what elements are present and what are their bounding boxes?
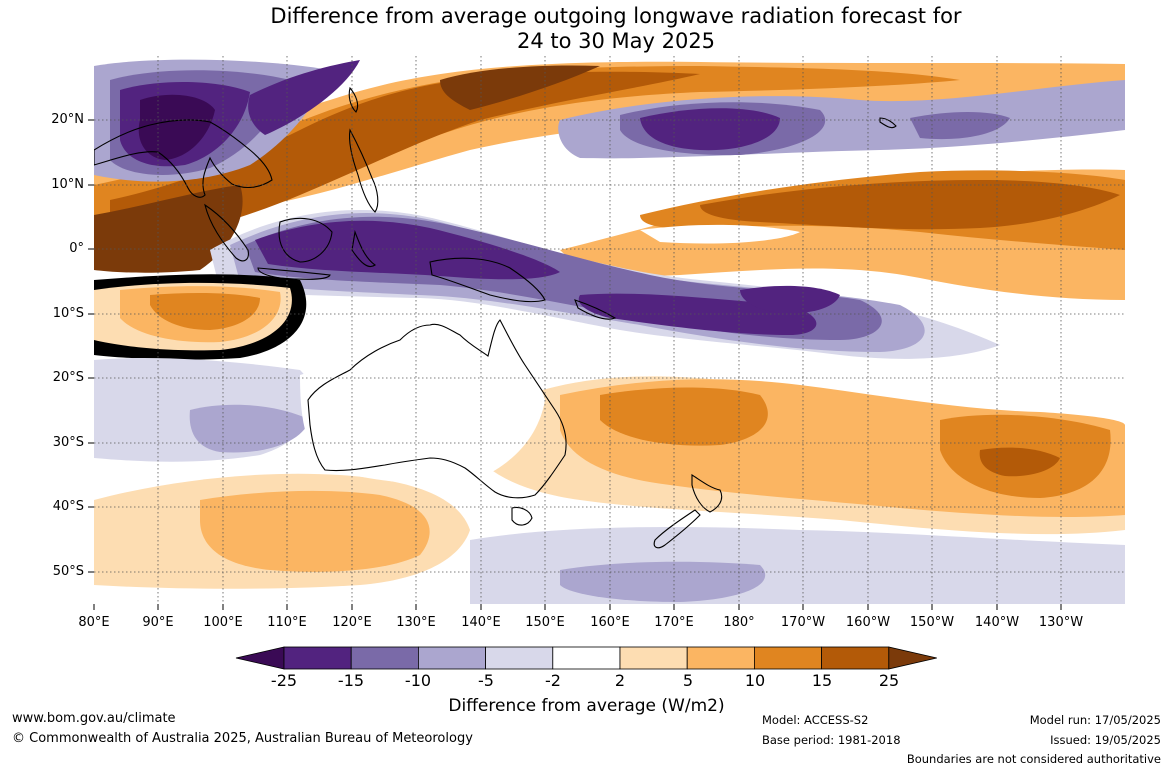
lon-label-170e: 170°E xyxy=(654,615,694,630)
lat-label-equator: 0° xyxy=(69,241,84,256)
colorbar-label: Difference from average (W/m2) xyxy=(448,696,725,716)
model-text: Model: ACCESS-S2 xyxy=(762,713,869,727)
lat-label-30s: 30°S xyxy=(52,435,84,450)
map-title: Difference from average outgoing longwav… xyxy=(0,4,1173,54)
colorbar-swatch xyxy=(754,646,823,670)
base-period-text: Base period: 1981-2018 xyxy=(762,733,901,747)
anomaly-patch-indian-strong xyxy=(150,293,260,330)
colorbar-swatch xyxy=(552,646,621,670)
anomaly-patch-white-east xyxy=(640,224,800,244)
lon-label-150w: 150°W xyxy=(909,615,955,630)
colorbar-swatch xyxy=(821,646,890,670)
colorbar-tick-label: 15 xyxy=(811,671,833,690)
colorbar-extend-high xyxy=(888,646,937,670)
website-link[interactable]: www.bom.gov.au/climate xyxy=(12,711,176,726)
axis-ticks xyxy=(88,119,1062,610)
lat-label-40s: 40°S xyxy=(52,499,84,514)
lon-label-120e: 120°E xyxy=(332,615,372,630)
coast-hawaii xyxy=(879,117,897,129)
coast-java xyxy=(257,267,331,280)
coast-philippines xyxy=(348,128,379,213)
anomaly-patch-south-indian-light xyxy=(200,490,430,572)
lat-label-20s: 20°S xyxy=(52,370,84,385)
colorbar-extend-low xyxy=(235,646,285,670)
lon-label-170w: 170°W xyxy=(780,615,826,630)
colorbar-tick-label: -5 xyxy=(478,671,494,690)
anomaly-field xyxy=(94,56,1125,604)
lon-label-100e: 100°E xyxy=(203,615,243,630)
colorbar-swatch xyxy=(485,646,554,670)
lat-label-20n: 20°N xyxy=(51,112,84,127)
colorbar-tick-label: 25 xyxy=(878,671,900,690)
colorbar-swatch xyxy=(619,646,688,670)
anomaly-band-north-peak xyxy=(440,65,600,110)
coast-sulawesi xyxy=(351,229,376,268)
lon-label-130w: 130°W xyxy=(1038,615,1084,630)
lat-label-50s: 50°S xyxy=(52,564,84,579)
colorbar xyxy=(235,646,937,670)
coast-sumatra xyxy=(204,203,249,262)
colorbar-tick-label: -25 xyxy=(270,671,298,690)
anomaly-patch-scs-strong xyxy=(248,60,360,135)
colorbar-tick-label: 5 xyxy=(682,671,694,690)
boundaries-disclaimer: Boundaries are not considered authoritat… xyxy=(906,752,1161,766)
colorbar-tick-label: 10 xyxy=(744,671,766,690)
anomaly-patch-australia xyxy=(300,353,545,484)
graticule xyxy=(94,56,1125,604)
anomaly-band-spcz-east-strong xyxy=(740,285,840,314)
model-run-text: Model run: 17/05/2025 xyxy=(1029,713,1161,727)
lon-label-140w: 140°W xyxy=(974,615,1020,630)
anomaly-patch-north-pacific-strong xyxy=(640,108,780,151)
anomaly-patch-hawaii-moderate xyxy=(910,112,1010,140)
anomaly-band-south-light xyxy=(189,404,310,453)
anomaly-patch-sea-core xyxy=(138,94,215,160)
coast-australia xyxy=(307,319,567,499)
lon-label-110e: 110°E xyxy=(267,615,307,630)
lon-label-130e: 130°E xyxy=(396,615,436,630)
anomaly-patch-southeast-strong xyxy=(979,447,1060,477)
lat-label-10n: 10°N xyxy=(51,177,84,192)
colorbar-swatch xyxy=(350,646,419,670)
anomaly-band-east-strong xyxy=(700,180,1120,230)
colorbar-swatch xyxy=(686,646,755,670)
issued-text: Issued: 19/05/2025 xyxy=(1050,733,1161,747)
colorbar-tick-label: -10 xyxy=(404,671,432,690)
colorbar-tick-label: 2 xyxy=(614,671,626,690)
coast-tasmania xyxy=(511,506,533,526)
lon-label-180: 180° xyxy=(723,615,755,630)
coast-nz-north xyxy=(691,474,723,513)
lon-label-150e: 150°E xyxy=(525,615,565,630)
coast-new-guinea xyxy=(429,257,546,303)
lon-label-140e: 140°E xyxy=(461,615,501,630)
colorbar-tick-label: -15 xyxy=(337,671,365,690)
lon-label-160w: 160°W xyxy=(845,615,891,630)
copyright-text: © Commonwealth of Australia 2025, Austra… xyxy=(12,731,473,746)
title-line-1: Difference from average outgoing longwav… xyxy=(270,4,962,28)
anomaly-band-north-core xyxy=(110,71,700,246)
title-line-2: 24 to 30 May 2025 xyxy=(516,29,716,53)
lon-label-160e: 160°E xyxy=(590,615,630,630)
lat-label-10s: 10°S xyxy=(52,306,84,321)
colorbar-swatch xyxy=(283,646,352,670)
coast-solomons xyxy=(574,299,617,320)
coast-nz-south xyxy=(653,509,701,549)
colorbar-tick-label: -2 xyxy=(545,671,561,690)
lon-label-80e: 80°E xyxy=(78,615,110,630)
lon-label-90e: 90°E xyxy=(142,615,174,630)
colorbar-swatch xyxy=(417,646,486,670)
coast-taiwan xyxy=(348,86,359,113)
anomaly-patch-tasman-moderate xyxy=(600,387,768,446)
